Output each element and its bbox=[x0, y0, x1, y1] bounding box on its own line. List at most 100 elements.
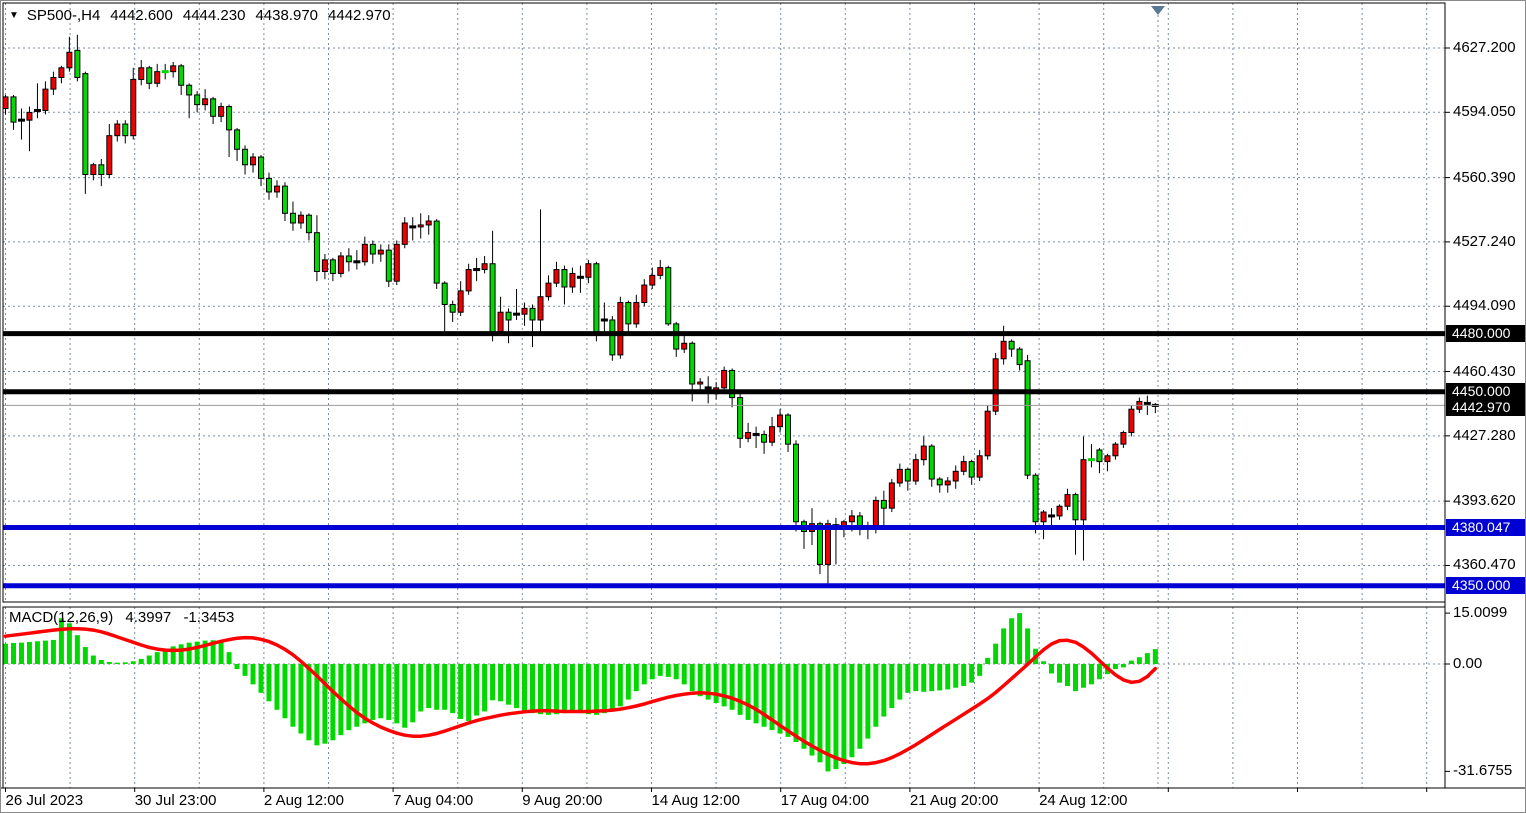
macd-histogram-bar bbox=[817, 664, 823, 763]
candle-body bbox=[968, 461, 975, 478]
macd-histogram-bar bbox=[1136, 657, 1142, 664]
macd-histogram-bar bbox=[753, 664, 759, 724]
macd-histogram-bar bbox=[929, 664, 935, 692]
candle-body bbox=[289, 212, 296, 224]
macd-histogram-bar bbox=[673, 664, 679, 680]
macd-histogram-bar bbox=[1128, 660, 1134, 664]
macd-histogram-bar bbox=[258, 664, 264, 693]
candle-body bbox=[1032, 474, 1039, 523]
candle-body bbox=[305, 214, 312, 234]
macd-histogram-bar bbox=[474, 664, 480, 716]
macd-panel-area[interactable] bbox=[3, 607, 1445, 788]
candle-body bbox=[505, 311, 512, 321]
macd-histogram-bar bbox=[737, 664, 743, 715]
macd-histogram-bar bbox=[106, 661, 112, 664]
price-badge: 4450.000 bbox=[1446, 383, 1525, 401]
macd-histogram-bar bbox=[841, 664, 847, 765]
macd-histogram-bar bbox=[873, 664, 879, 727]
candle-body bbox=[82, 73, 89, 175]
candle-body bbox=[1072, 494, 1079, 521]
candle-body bbox=[777, 414, 784, 428]
macd-histogram-bar bbox=[689, 664, 695, 692]
date-label: 7 Aug 04:00 bbox=[393, 792, 474, 809]
macd-histogram-bar bbox=[865, 664, 871, 739]
date-label: 24 Aug 12:00 bbox=[1039, 792, 1128, 809]
macd-histogram-bar bbox=[1065, 664, 1071, 687]
close-value: 4442.970 bbox=[328, 7, 391, 24]
price-axis[interactable] bbox=[1445, 3, 1525, 788]
macd-histogram-bar bbox=[785, 664, 791, 737]
macd-histogram-bar bbox=[761, 664, 767, 727]
candle-body bbox=[242, 148, 249, 166]
main-chart-area[interactable] bbox=[3, 3, 1445, 602]
symbol-dropdown-icon[interactable]: ▼ bbox=[9, 10, 19, 21]
price-axis-label: 4560.390 bbox=[1453, 168, 1516, 186]
candle-body bbox=[761, 433, 768, 443]
macd-histogram-bar bbox=[777, 664, 783, 734]
candle-body bbox=[10, 96, 17, 123]
macd-histogram-bar bbox=[130, 661, 136, 664]
candle-body bbox=[465, 269, 472, 292]
macd-histogram-bar bbox=[194, 641, 200, 664]
candle-body bbox=[617, 302, 624, 356]
candle-body bbox=[146, 67, 153, 84]
candle-body bbox=[449, 303, 456, 313]
candle-body bbox=[457, 290, 464, 313]
date-label: 14 Aug 12:00 bbox=[651, 792, 740, 809]
price-axis-label: 4360.470 bbox=[1453, 556, 1516, 574]
macd-histogram-bar bbox=[1025, 628, 1031, 664]
macd-histogram-bar bbox=[553, 664, 559, 715]
macd-histogram-bar bbox=[625, 664, 631, 700]
macd-histogram-bar bbox=[681, 664, 687, 685]
macd-histogram-bar bbox=[649, 664, 655, 680]
candle-body bbox=[553, 269, 560, 284]
macd-histogram-bar bbox=[210, 640, 216, 664]
candle-body bbox=[952, 470, 959, 482]
candle-body bbox=[106, 135, 113, 175]
macd-histogram-bar bbox=[34, 641, 40, 664]
candle-body bbox=[641, 284, 648, 304]
candle-body bbox=[170, 65, 177, 73]
candle-body bbox=[273, 185, 280, 193]
macd-histogram-bar bbox=[402, 664, 408, 728]
candle-body bbox=[1080, 459, 1087, 521]
candle-body bbox=[649, 274, 656, 286]
date-label: 2 Aug 12:00 bbox=[263, 792, 344, 809]
candle-body bbox=[976, 455, 983, 478]
candle-body bbox=[625, 302, 632, 325]
candle-body bbox=[210, 98, 217, 117]
macd-histogram-bar bbox=[466, 664, 472, 721]
macd-histogram-bar bbox=[386, 664, 392, 720]
macd-histogram-bar bbox=[545, 664, 551, 715]
macd-histogram-bar bbox=[577, 664, 583, 714]
macd-histogram-bar bbox=[961, 664, 967, 687]
macd-histogram-bar bbox=[633, 664, 639, 692]
macd-histogram-bar bbox=[1049, 664, 1055, 674]
macd-histogram-bar bbox=[274, 664, 280, 710]
price-axis-label: 4393.620 bbox=[1453, 492, 1516, 510]
macd-histogram-bar bbox=[10, 642, 16, 664]
candle-body bbox=[369, 243, 376, 255]
macd-histogram-bar bbox=[993, 643, 999, 664]
last-bar-marker-icon bbox=[1151, 6, 1165, 15]
candle-body bbox=[194, 94, 201, 106]
price-axis-label: 4460.430 bbox=[1453, 362, 1516, 380]
macd-histogram-bar bbox=[82, 647, 88, 664]
macd-histogram-bar bbox=[162, 648, 168, 664]
macd-histogram-bar bbox=[1112, 664, 1118, 670]
candle-body bbox=[74, 49, 81, 78]
time-axis[interactable] bbox=[1, 788, 1445, 812]
price-axis-label: 4494.090 bbox=[1453, 297, 1516, 315]
macd-histogram-bar bbox=[825, 664, 831, 772]
candle-body bbox=[928, 445, 935, 480]
macd-histogram-bar bbox=[346, 664, 352, 731]
price-badge: 4480.000 bbox=[1446, 325, 1525, 343]
candle-body bbox=[609, 319, 616, 356]
macd-histogram-bar bbox=[1120, 664, 1126, 668]
macd-name: MACD(12,26,9) bbox=[9, 609, 114, 626]
candle-body bbox=[896, 468, 903, 484]
macd-histogram-bar bbox=[266, 664, 272, 702]
macd-histogram-bar bbox=[378, 664, 384, 719]
